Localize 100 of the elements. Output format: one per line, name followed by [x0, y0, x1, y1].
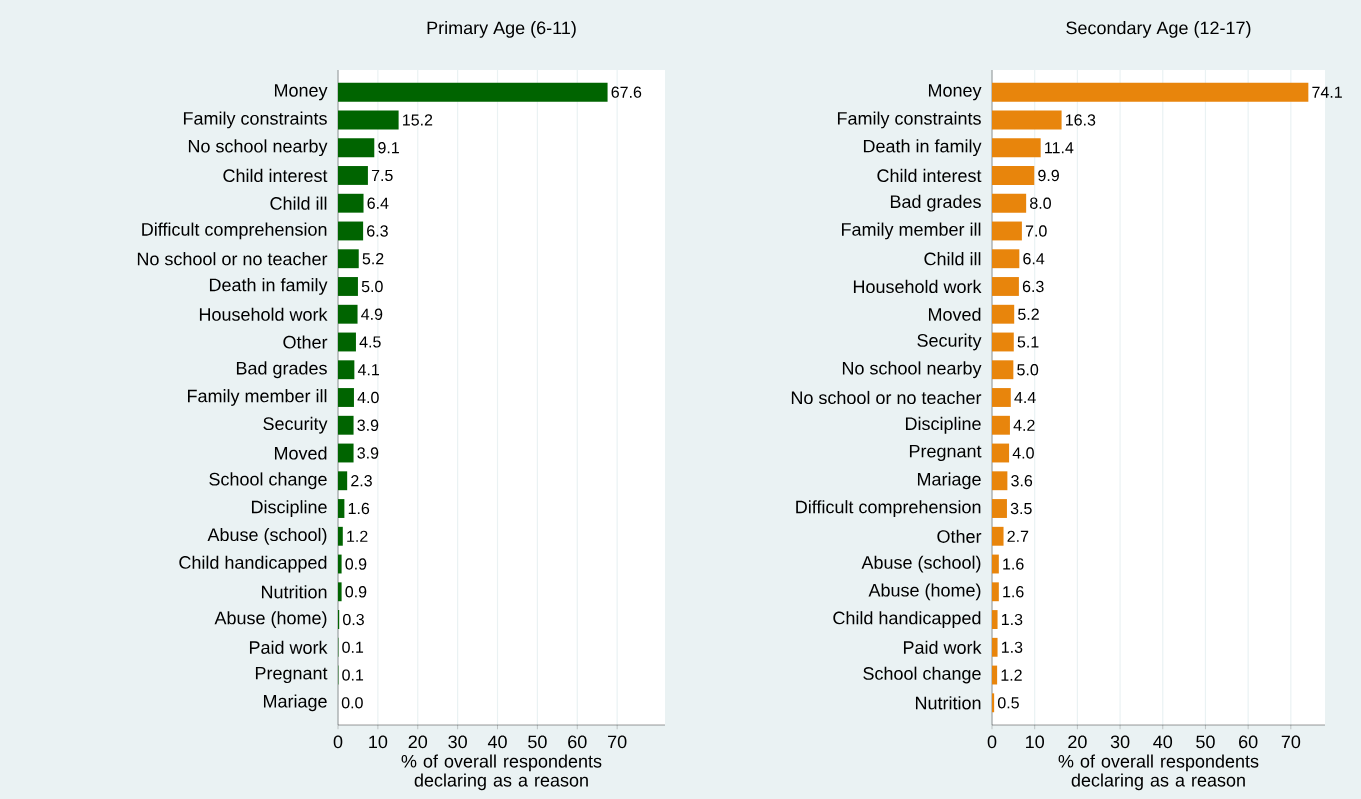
y-tick-label: Paid work [249, 640, 328, 654]
bar [992, 110, 1062, 130]
y-tick-label: Nutrition [261, 585, 327, 599]
y-tick-label: Child interest [877, 168, 982, 183]
data-label: 9.1 [378, 142, 399, 154]
data-label: 0.3 [343, 613, 364, 626]
bar [992, 360, 1014, 380]
y-tick-label: Child ill [270, 196, 327, 210]
x-tick-label: 0 [333, 735, 343, 749]
data-label: 3.6 [1011, 475, 1033, 487]
y-tick-label: Difficult comprehension [142, 222, 327, 240]
y-tick-label: Other [937, 529, 982, 543]
y-tick-label: Security [263, 416, 328, 434]
data-label: 67.6 [611, 86, 642, 98]
data-label: 4.0 [1012, 447, 1034, 459]
data-label: 9.9 [1038, 169, 1059, 182]
y-tick-label: Pregnant [255, 666, 328, 684]
data-label: 1.2 [1001, 669, 1022, 681]
bar [338, 360, 355, 380]
data-label: 3.9 [357, 419, 379, 431]
bar [338, 554, 342, 574]
y-tick-label: Mariage [917, 472, 981, 490]
y-tick-label: Child handicapped [179, 555, 327, 573]
bar [992, 554, 999, 574]
data-label: 5.2 [362, 253, 384, 265]
bar [992, 415, 1010, 435]
y-tick-label: Family member ill [188, 389, 327, 406]
bar [992, 249, 1020, 269]
bar [338, 221, 364, 241]
bar [338, 443, 354, 463]
y-tick-label: Abuse (home) [868, 583, 981, 601]
bar [338, 582, 342, 602]
x-tick-label: 20 [408, 735, 428, 749]
data-label: 0.1 [342, 669, 364, 681]
bar [992, 332, 1014, 352]
data-label: 4.2 [1013, 419, 1035, 431]
y-tick-label: Bad grades [236, 361, 327, 379]
y-tick-label: Family member ill [842, 222, 981, 240]
bar [992, 665, 998, 685]
y-tick-label: Child ill [924, 252, 981, 266]
bar [338, 193, 364, 213]
data-label: 7.5 [371, 169, 393, 182]
y-tick-label: Paid work [903, 640, 982, 654]
data-label: 5.1 [1017, 336, 1039, 348]
bar [992, 138, 1041, 158]
y-tick-label: Nutrition [915, 696, 981, 710]
bar [338, 471, 348, 491]
data-label: 6.4 [1023, 253, 1045, 265]
bar [992, 610, 998, 629]
data-label: 0.9 [345, 586, 367, 598]
data-label: 0.9 [345, 558, 367, 570]
data-label: 7.0 [1025, 225, 1047, 237]
y-tick-label: Abuse (school) [861, 555, 981, 573]
chart-title: Secondary Age (12-17) [1066, 21, 1251, 38]
data-label: 15.2 [403, 114, 433, 126]
x-tick-label: 10 [369, 735, 388, 749]
x-tick-label: 60 [568, 735, 587, 749]
bar [338, 82, 608, 102]
y-tick-label: Abuse (school) [207, 527, 327, 545]
data-label: 0.5 [997, 697, 1019, 709]
y-tick-label: School change [863, 666, 981, 684]
y-tick-label: Moved [928, 307, 981, 321]
data-label: 0.0 [341, 697, 363, 709]
bar [992, 471, 1008, 491]
data-label: 2.3 [351, 475, 372, 487]
y-tick-label: Household work [199, 307, 328, 321]
bar [338, 499, 345, 518]
y-tick-label: Money [928, 84, 982, 101]
data-label: 74.1 [1312, 86, 1342, 98]
x-tick-label: 70 [1281, 735, 1301, 749]
y-tick-label: Family constraints [837, 111, 981, 129]
y-tick-label: Discipline [251, 500, 327, 517]
bar [338, 166, 368, 185]
x-tick-label: 10 [1026, 735, 1045, 749]
data-label: 1.6 [1003, 558, 1024, 570]
data-label: 4.5 [359, 336, 381, 348]
data-label: 8.0 [1030, 197, 1051, 209]
y-tick-label: Abuse (home) [214, 611, 327, 628]
y-tick-label: Child interest [223, 168, 328, 183]
x-tick-label: 50 [1196, 735, 1215, 749]
data-label: 6.3 [1022, 280, 1044, 293]
x-tick-label: 60 [1239, 735, 1258, 749]
bar [338, 304, 358, 324]
data-label: 4.9 [361, 308, 383, 320]
data-label: 3.9 [357, 447, 379, 459]
bar [992, 443, 1010, 463]
y-tick-label: No school nearby [188, 139, 328, 157]
bar [992, 82, 1309, 102]
bar [992, 193, 1027, 213]
chart-title: Primary Age (6-11) [427, 21, 576, 38]
bar [992, 637, 998, 657]
y-tick-label: Difficult comprehension [796, 500, 981, 517]
bar [992, 304, 1015, 324]
y-tick-label: Moved [274, 446, 327, 460]
y-tick-label: No school nearby [842, 361, 982, 379]
x-axis-title: % of overall respondents declaring as a reason [1058, 754, 1259, 791]
y-tick-label: No school or no teacher [791, 390, 982, 405]
y-tick-label: Pregnant [909, 444, 982, 462]
data-label: 6.3 [367, 225, 388, 237]
y-tick-label: School change [209, 472, 327, 490]
